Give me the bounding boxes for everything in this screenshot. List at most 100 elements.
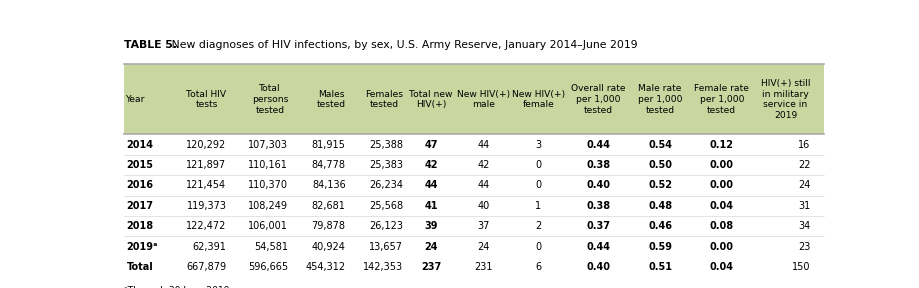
Text: 6: 6 — [535, 262, 541, 272]
Text: Male rate
per 1,000
tested: Male rate per 1,000 tested — [637, 84, 682, 115]
Text: 13,657: 13,657 — [369, 242, 403, 251]
Text: 110,370: 110,370 — [248, 180, 288, 190]
Text: 2018: 2018 — [126, 221, 153, 231]
Text: 0.48: 0.48 — [647, 201, 672, 211]
Text: New HIV(+)
male: New HIV(+) male — [457, 90, 510, 109]
Text: 25,383: 25,383 — [369, 160, 403, 170]
Text: 0.04: 0.04 — [709, 262, 733, 272]
Text: 26,123: 26,123 — [369, 221, 403, 231]
Text: 25,388: 25,388 — [369, 140, 403, 149]
Text: 42: 42 — [477, 160, 490, 170]
Text: 26,234: 26,234 — [369, 180, 403, 190]
Text: TABLE 5.: TABLE 5. — [123, 40, 176, 50]
Text: 122,472: 122,472 — [186, 221, 226, 231]
Text: 0.38: 0.38 — [585, 201, 610, 211]
Text: 1: 1 — [535, 201, 541, 211]
Text: 0.59: 0.59 — [647, 242, 672, 251]
Text: 2017: 2017 — [126, 201, 153, 211]
Text: 231: 231 — [474, 262, 493, 272]
Text: 42: 42 — [424, 160, 437, 170]
Text: Overall rate
per 1,000
tested: Overall rate per 1,000 tested — [571, 84, 625, 115]
Text: Total HIV
tests: Total HIV tests — [187, 90, 226, 109]
Text: 3: 3 — [535, 140, 541, 149]
Text: 0.04: 0.04 — [709, 201, 733, 211]
Text: 2: 2 — [535, 221, 541, 231]
Text: New diagnoses of HIV infections, by sex, U.S. Army Reserve, January 2014–June 20: New diagnoses of HIV infections, by sex,… — [168, 40, 638, 50]
Text: 23: 23 — [797, 242, 810, 251]
Text: Total new
HIV(+): Total new HIV(+) — [409, 90, 452, 109]
Text: Female rate
per 1,000
tested: Female rate per 1,000 tested — [694, 84, 748, 115]
Text: 454,312: 454,312 — [305, 262, 346, 272]
Text: 0.08: 0.08 — [709, 221, 733, 231]
Text: 0.44: 0.44 — [585, 140, 609, 149]
Text: 0.51: 0.51 — [647, 262, 672, 272]
Text: Males
tested: Males tested — [316, 90, 346, 109]
Text: 0.37: 0.37 — [585, 221, 609, 231]
Text: 25,568: 25,568 — [369, 201, 403, 211]
Text: HIV(+) still
in military
service in
2019: HIV(+) still in military service in 2019 — [760, 79, 810, 120]
Text: 2019ᵃ: 2019ᵃ — [126, 242, 158, 251]
Text: 84,778: 84,778 — [312, 160, 346, 170]
Text: 44: 44 — [477, 180, 490, 190]
Text: 81,915: 81,915 — [312, 140, 346, 149]
Text: 44: 44 — [477, 140, 490, 149]
Text: 39: 39 — [424, 221, 437, 231]
Bar — [123, 65, 823, 134]
Text: 2016: 2016 — [126, 180, 153, 190]
Text: 0: 0 — [535, 242, 541, 251]
Text: 108,249: 108,249 — [248, 201, 288, 211]
Text: 237: 237 — [421, 262, 441, 272]
Text: 24: 24 — [477, 242, 490, 251]
Text: 0.00: 0.00 — [709, 160, 733, 170]
Text: 47: 47 — [424, 140, 437, 149]
Text: 44: 44 — [424, 180, 437, 190]
Text: Females
tested: Females tested — [365, 90, 403, 109]
Text: 31: 31 — [798, 201, 810, 211]
Text: 106,001: 106,001 — [248, 221, 288, 231]
Text: 22: 22 — [797, 160, 810, 170]
Text: 54,581: 54,581 — [254, 242, 288, 251]
Text: 34: 34 — [798, 221, 810, 231]
Text: 0.00: 0.00 — [709, 242, 733, 251]
Text: 0.52: 0.52 — [647, 180, 672, 190]
Text: 40,924: 40,924 — [312, 242, 346, 251]
Text: 0.40: 0.40 — [585, 262, 609, 272]
Text: 107,303: 107,303 — [248, 140, 288, 149]
Text: 0: 0 — [535, 180, 541, 190]
Text: 2014: 2014 — [126, 140, 153, 149]
Text: Year: Year — [126, 95, 146, 104]
Text: 0.12: 0.12 — [709, 140, 733, 149]
Text: 24: 24 — [797, 180, 810, 190]
Text: 121,897: 121,897 — [187, 160, 226, 170]
Text: 2015: 2015 — [126, 160, 153, 170]
Text: 0.00: 0.00 — [709, 180, 733, 190]
Text: New HIV(+)
female: New HIV(+) female — [511, 90, 564, 109]
Text: 0.38: 0.38 — [585, 160, 610, 170]
Text: 0.44: 0.44 — [585, 242, 609, 251]
Text: 0: 0 — [535, 160, 541, 170]
Text: 0.50: 0.50 — [647, 160, 672, 170]
Text: 119,373: 119,373 — [187, 201, 226, 211]
Text: 82,681: 82,681 — [312, 201, 346, 211]
Text: 0.46: 0.46 — [647, 221, 672, 231]
Text: 79,878: 79,878 — [312, 221, 346, 231]
Text: 41: 41 — [424, 201, 437, 211]
Text: Total: Total — [126, 262, 153, 272]
Text: Total
persons
tested: Total persons tested — [252, 84, 288, 115]
Text: 40: 40 — [477, 201, 490, 211]
Text: 84,136: 84,136 — [312, 180, 346, 190]
Text: 37: 37 — [477, 221, 490, 231]
Text: 596,665: 596,665 — [248, 262, 288, 272]
Text: 0.54: 0.54 — [647, 140, 672, 149]
Text: 667,879: 667,879 — [187, 262, 226, 272]
Text: 120,292: 120,292 — [186, 140, 226, 149]
Text: 142,353: 142,353 — [363, 262, 403, 272]
Text: ᵃThrough 30 June 2019.: ᵃThrough 30 June 2019. — [123, 286, 232, 288]
Text: 62,391: 62,391 — [192, 242, 226, 251]
Text: 24: 24 — [424, 242, 437, 251]
Text: 121,454: 121,454 — [187, 180, 226, 190]
Text: 16: 16 — [798, 140, 810, 149]
Text: 150: 150 — [791, 262, 810, 272]
Text: 110,161: 110,161 — [248, 160, 288, 170]
Text: 0.40: 0.40 — [585, 180, 609, 190]
